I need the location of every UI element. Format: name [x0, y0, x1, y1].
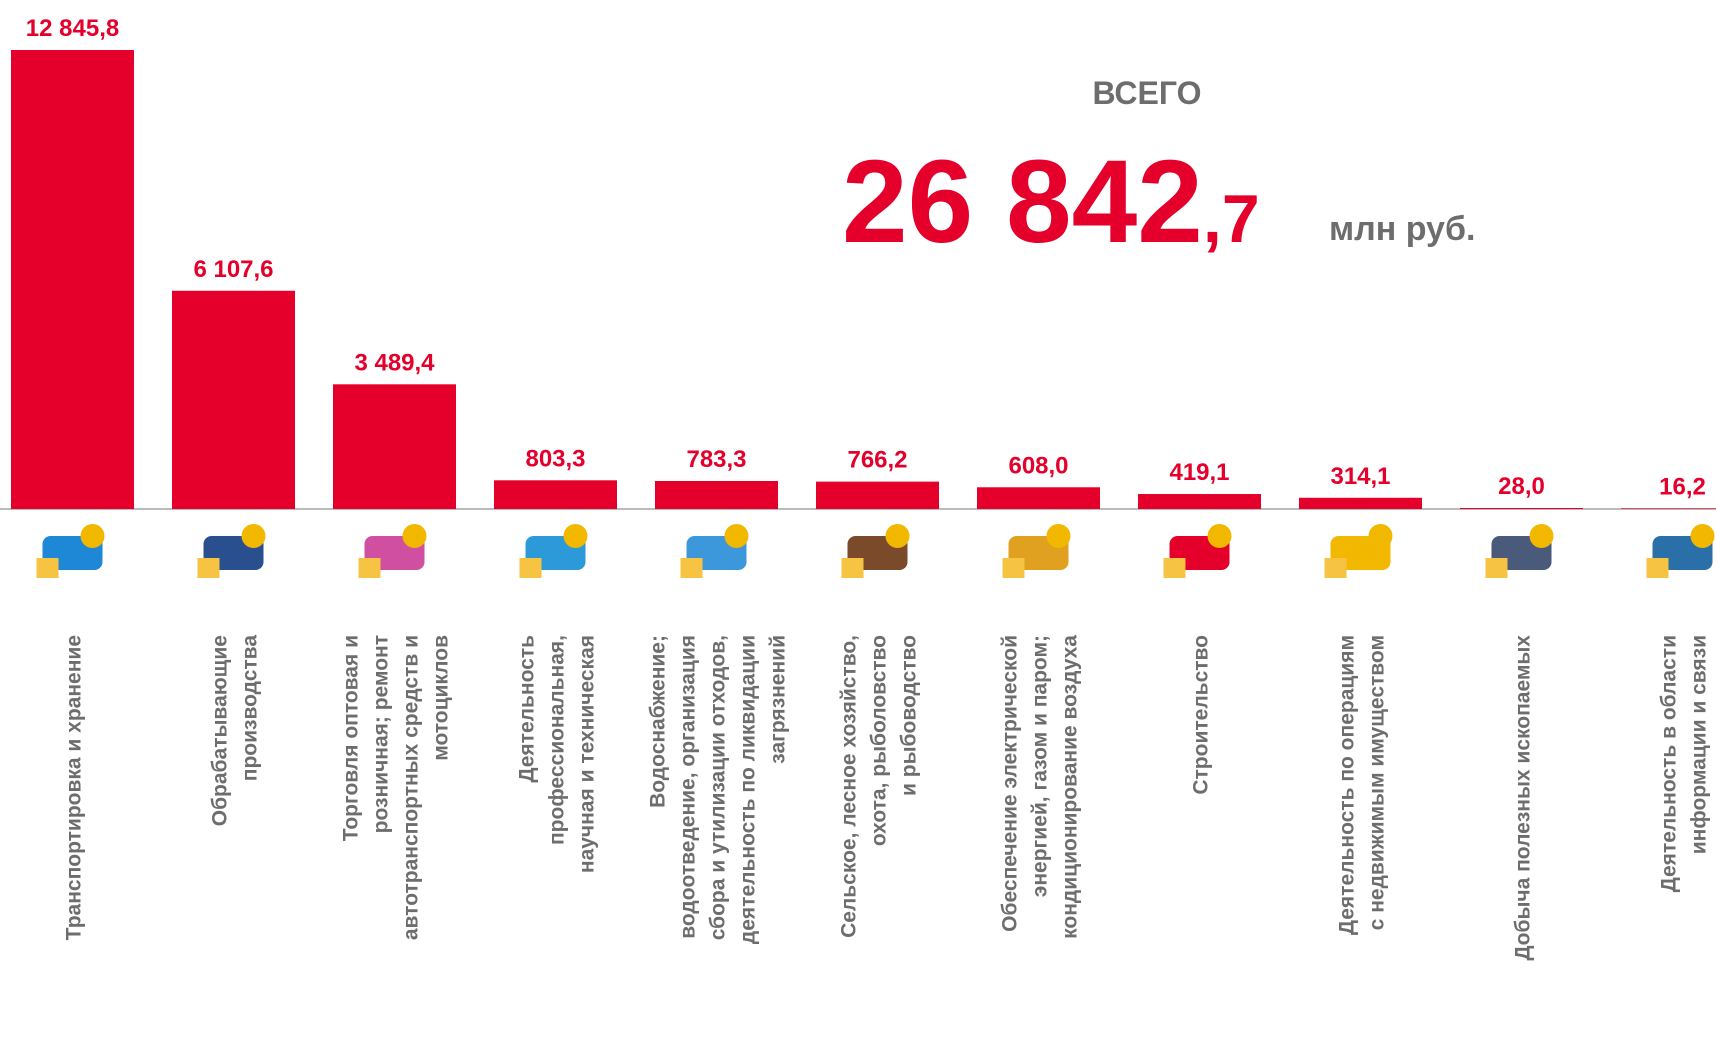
value-label: 3 489,4: [354, 349, 435, 376]
icon-shape: [80, 524, 105, 548]
icon-shape: [1324, 558, 1347, 578]
category-label: Обеспечение электрической энергией, газом…: [999, 635, 1082, 939]
category-label: Сельское, лесное хозяйство, охота, рыболо…: [838, 635, 921, 938]
value-label: 314,1: [1330, 463, 1390, 490]
bar: [977, 487, 1100, 509]
category-line: кондиционирование воздуха: [1059, 635, 1082, 939]
category-line: Деятельность: [516, 635, 539, 783]
total-decimal: ,7: [1203, 181, 1260, 257]
category-line: Сельское, лесное хозяйство,: [838, 635, 861, 938]
icon-shape: [1529, 524, 1554, 548]
bar: [172, 290, 295, 509]
value-label: 16,2: [1659, 473, 1706, 500]
bar: [1460, 507, 1583, 509]
category-line: и рыбоводство: [898, 635, 921, 796]
icon-shape: [680, 558, 703, 578]
bar: [333, 384, 456, 509]
bar: [1138, 494, 1261, 509]
category-line: Водоснабжение;: [647, 635, 670, 808]
icon-shape: [36, 558, 59, 578]
category-line: мотоциклов: [430, 635, 453, 761]
category-icon: [197, 524, 266, 578]
value-label: 783,3: [686, 446, 746, 473]
value-label: 803,3: [525, 445, 585, 472]
total-title: ВСЕГО: [1093, 75, 1202, 111]
category-icon: [1163, 524, 1232, 578]
category-label: Обрабатывающие производства: [209, 635, 262, 827]
category-line: профессиональная,: [546, 635, 569, 845]
category-line: энергией, газом и паром;: [1029, 635, 1052, 897]
icon-shape: [241, 524, 266, 548]
category-line: Обеспечение электрической: [999, 635, 1022, 932]
icon-shape: [1646, 558, 1669, 578]
category-line: Транспортировка и хранение: [63, 635, 86, 940]
bar: [494, 480, 617, 509]
category-line: Строительство: [1190, 635, 1213, 795]
value-label: 419,1: [1169, 459, 1229, 486]
value-label: 6 107,6: [193, 256, 273, 283]
value-label: 12 845,8: [26, 15, 119, 42]
value-label: 766,2: [847, 447, 907, 474]
total-integer: 26 842: [842, 136, 1203, 268]
category-line: розничная; ремонт: [370, 635, 393, 833]
value-label: 608,0: [1008, 452, 1068, 479]
category-icon: [1324, 524, 1393, 578]
icon-shape: [358, 558, 381, 578]
icon-shape: [1690, 524, 1715, 548]
icon-shape: [1163, 558, 1186, 578]
bar: [1621, 508, 1716, 509]
bar: [816, 481, 939, 509]
bar: [11, 50, 134, 509]
category-line: Деятельность по операциям: [1336, 635, 1359, 935]
category-line: с недвижимым имуществом: [1366, 635, 1389, 930]
category-label: Деятельность в области информации и связи: [1658, 635, 1711, 892]
icon-shape: [402, 524, 427, 548]
icon-shape: [197, 558, 220, 578]
total-unit: млн руб.: [1329, 210, 1475, 248]
icon-shape: [563, 524, 588, 548]
category-line: Обрабатывающие: [209, 635, 232, 826]
category-label: Водоснабжение; водоотведение, организация…: [647, 635, 790, 944]
category-icon: [1485, 524, 1554, 578]
category-label: Торговля оптовая и розничная; ремонт автот…: [340, 635, 453, 940]
category-line: производства: [239, 635, 262, 782]
category-label: Строительство: [1190, 635, 1213, 795]
category-icon: [841, 524, 910, 578]
category-line: информации и связи: [1688, 635, 1711, 854]
category-line: Добыча полезных ископаемых: [1512, 635, 1535, 961]
category-line: водоотведение, организация: [677, 635, 700, 939]
category-label: Деятельность профессиональная, научная и т…: [516, 635, 599, 873]
category-icon: [680, 524, 749, 578]
category-icon: [519, 524, 588, 578]
category-line: научная и техническая: [576, 635, 599, 873]
icon-shape: [841, 558, 864, 578]
icon-shape: [1002, 558, 1025, 578]
category-icon: [1646, 524, 1715, 578]
icon-shape: [724, 524, 749, 548]
bar: [1299, 497, 1422, 509]
icon-shape: [519, 558, 542, 578]
value-label: 28,0: [1498, 473, 1545, 500]
icon-shape: [1046, 524, 1071, 548]
icon-shape: [1485, 558, 1508, 578]
category-icon: [358, 524, 427, 578]
icon-shape: [1368, 524, 1393, 548]
category-line: загрязнений: [767, 635, 790, 764]
icon-shape: [885, 524, 910, 548]
category-line: автотранспортных средств и: [400, 635, 423, 940]
bar: [655, 481, 778, 509]
category-line: Деятельность в области: [1658, 635, 1681, 892]
category-line: Торговля оптовая и: [340, 635, 363, 841]
category-line: охота, рыболовство: [868, 635, 891, 846]
category-line: сбора и утилизации отходов,: [707, 635, 730, 940]
category-line: деятельность по ликвидации: [737, 635, 760, 944]
icon-shape: [1207, 524, 1232, 548]
category-label: Добыча полезных ископаемых: [1512, 635, 1535, 961]
category-icon: [36, 524, 105, 578]
category-label: Деятельность по операциям с недвижимым им…: [1336, 635, 1389, 935]
total-value: 26 842,7: [842, 136, 1260, 268]
category-label: Транспортировка и хранение: [63, 635, 86, 940]
category-icon: [1002, 524, 1071, 578]
